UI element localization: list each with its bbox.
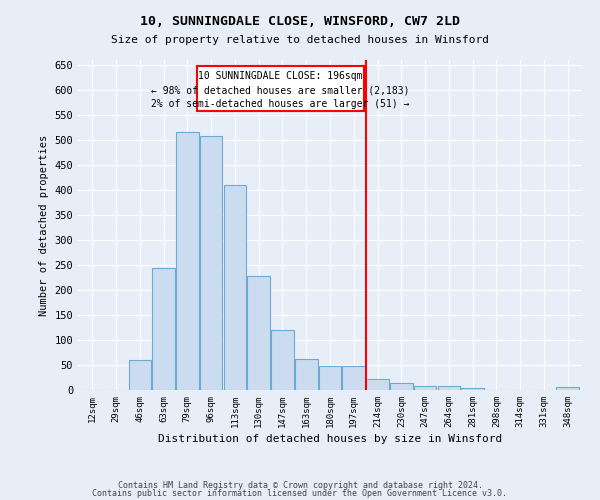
Bar [437, 386, 460, 390]
Bar [295, 358, 317, 390]
Bar [128, 360, 151, 390]
Bar [366, 379, 389, 390]
Bar [414, 386, 436, 390]
Bar [390, 382, 413, 390]
FancyBboxPatch shape [197, 66, 364, 111]
Bar [200, 136, 223, 390]
Text: Contains HM Land Registry data © Crown copyright and database right 2024.: Contains HM Land Registry data © Crown c… [118, 480, 482, 490]
Text: Contains public sector information licensed under the Open Government Licence v3: Contains public sector information licen… [92, 489, 508, 498]
Text: Size of property relative to detached houses in Winsford: Size of property relative to detached ho… [111, 35, 489, 45]
Bar [176, 132, 199, 390]
Text: 2% of semi-detached houses are larger (51) →: 2% of semi-detached houses are larger (5… [151, 99, 410, 109]
X-axis label: Distribution of detached houses by size in Winsford: Distribution of detached houses by size … [158, 434, 502, 444]
Text: 10 SUNNINGDALE CLOSE: 196sqm: 10 SUNNINGDALE CLOSE: 196sqm [199, 71, 363, 81]
Bar [247, 276, 270, 390]
Bar [461, 388, 484, 390]
Text: 10, SUNNINGDALE CLOSE, WINSFORD, CW7 2LD: 10, SUNNINGDALE CLOSE, WINSFORD, CW7 2LD [140, 15, 460, 28]
Bar [343, 366, 365, 390]
Bar [271, 330, 294, 390]
Bar [224, 184, 246, 390]
Y-axis label: Number of detached properties: Number of detached properties [39, 134, 49, 316]
Bar [556, 387, 579, 390]
Bar [319, 366, 341, 390]
Bar [152, 268, 175, 390]
Text: ← 98% of detached houses are smaller (2,183): ← 98% of detached houses are smaller (2,… [151, 85, 410, 95]
